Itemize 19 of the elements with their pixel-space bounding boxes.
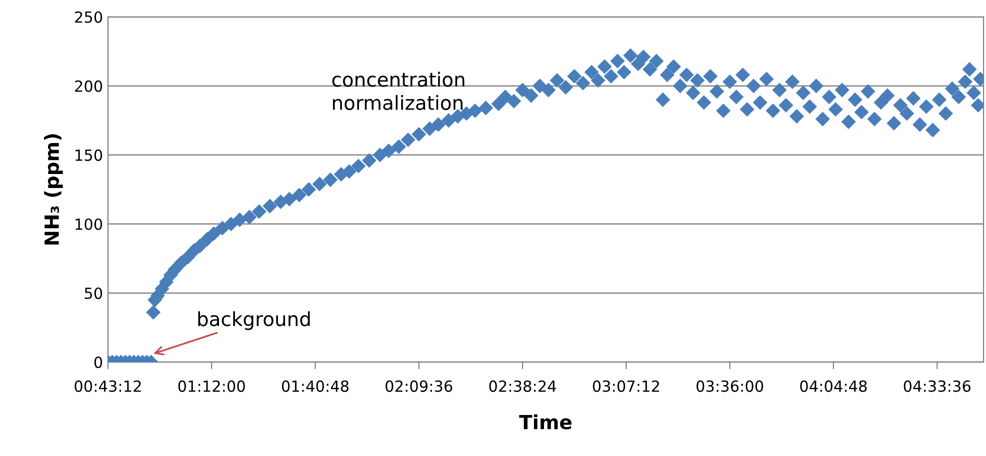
x-tick-label: 02:38:24 [489,380,556,392]
x-tick-label: 04:04:48 [800,380,867,392]
x-tick-label: 03:07:12 [592,380,659,392]
annotation: concentration normalization [332,72,464,110]
x-tick-label: 01:12:00 [178,380,245,392]
x-tick-label: 04:33:36 [904,380,970,392]
y-tick-label: 0 [94,356,102,368]
x-tick-label: 02:09:36 [386,380,452,392]
x-tick-label: 00:43:12 [74,380,141,392]
y-axis-title: NH₃ (ppm) [44,134,63,245]
y-tick-label: 150 [76,149,102,161]
y-tick-label: 250 [75,11,102,23]
y-tick-label: 200 [75,80,102,92]
x-tick-label: 03:36:00 [696,380,764,392]
x-tick-label: 01:40:48 [282,380,349,392]
annotation: background [198,311,310,330]
y-tick-label: 50 [84,287,102,300]
x-axis-title: Time [519,414,572,430]
y-tick-label: 100 [76,218,102,230]
